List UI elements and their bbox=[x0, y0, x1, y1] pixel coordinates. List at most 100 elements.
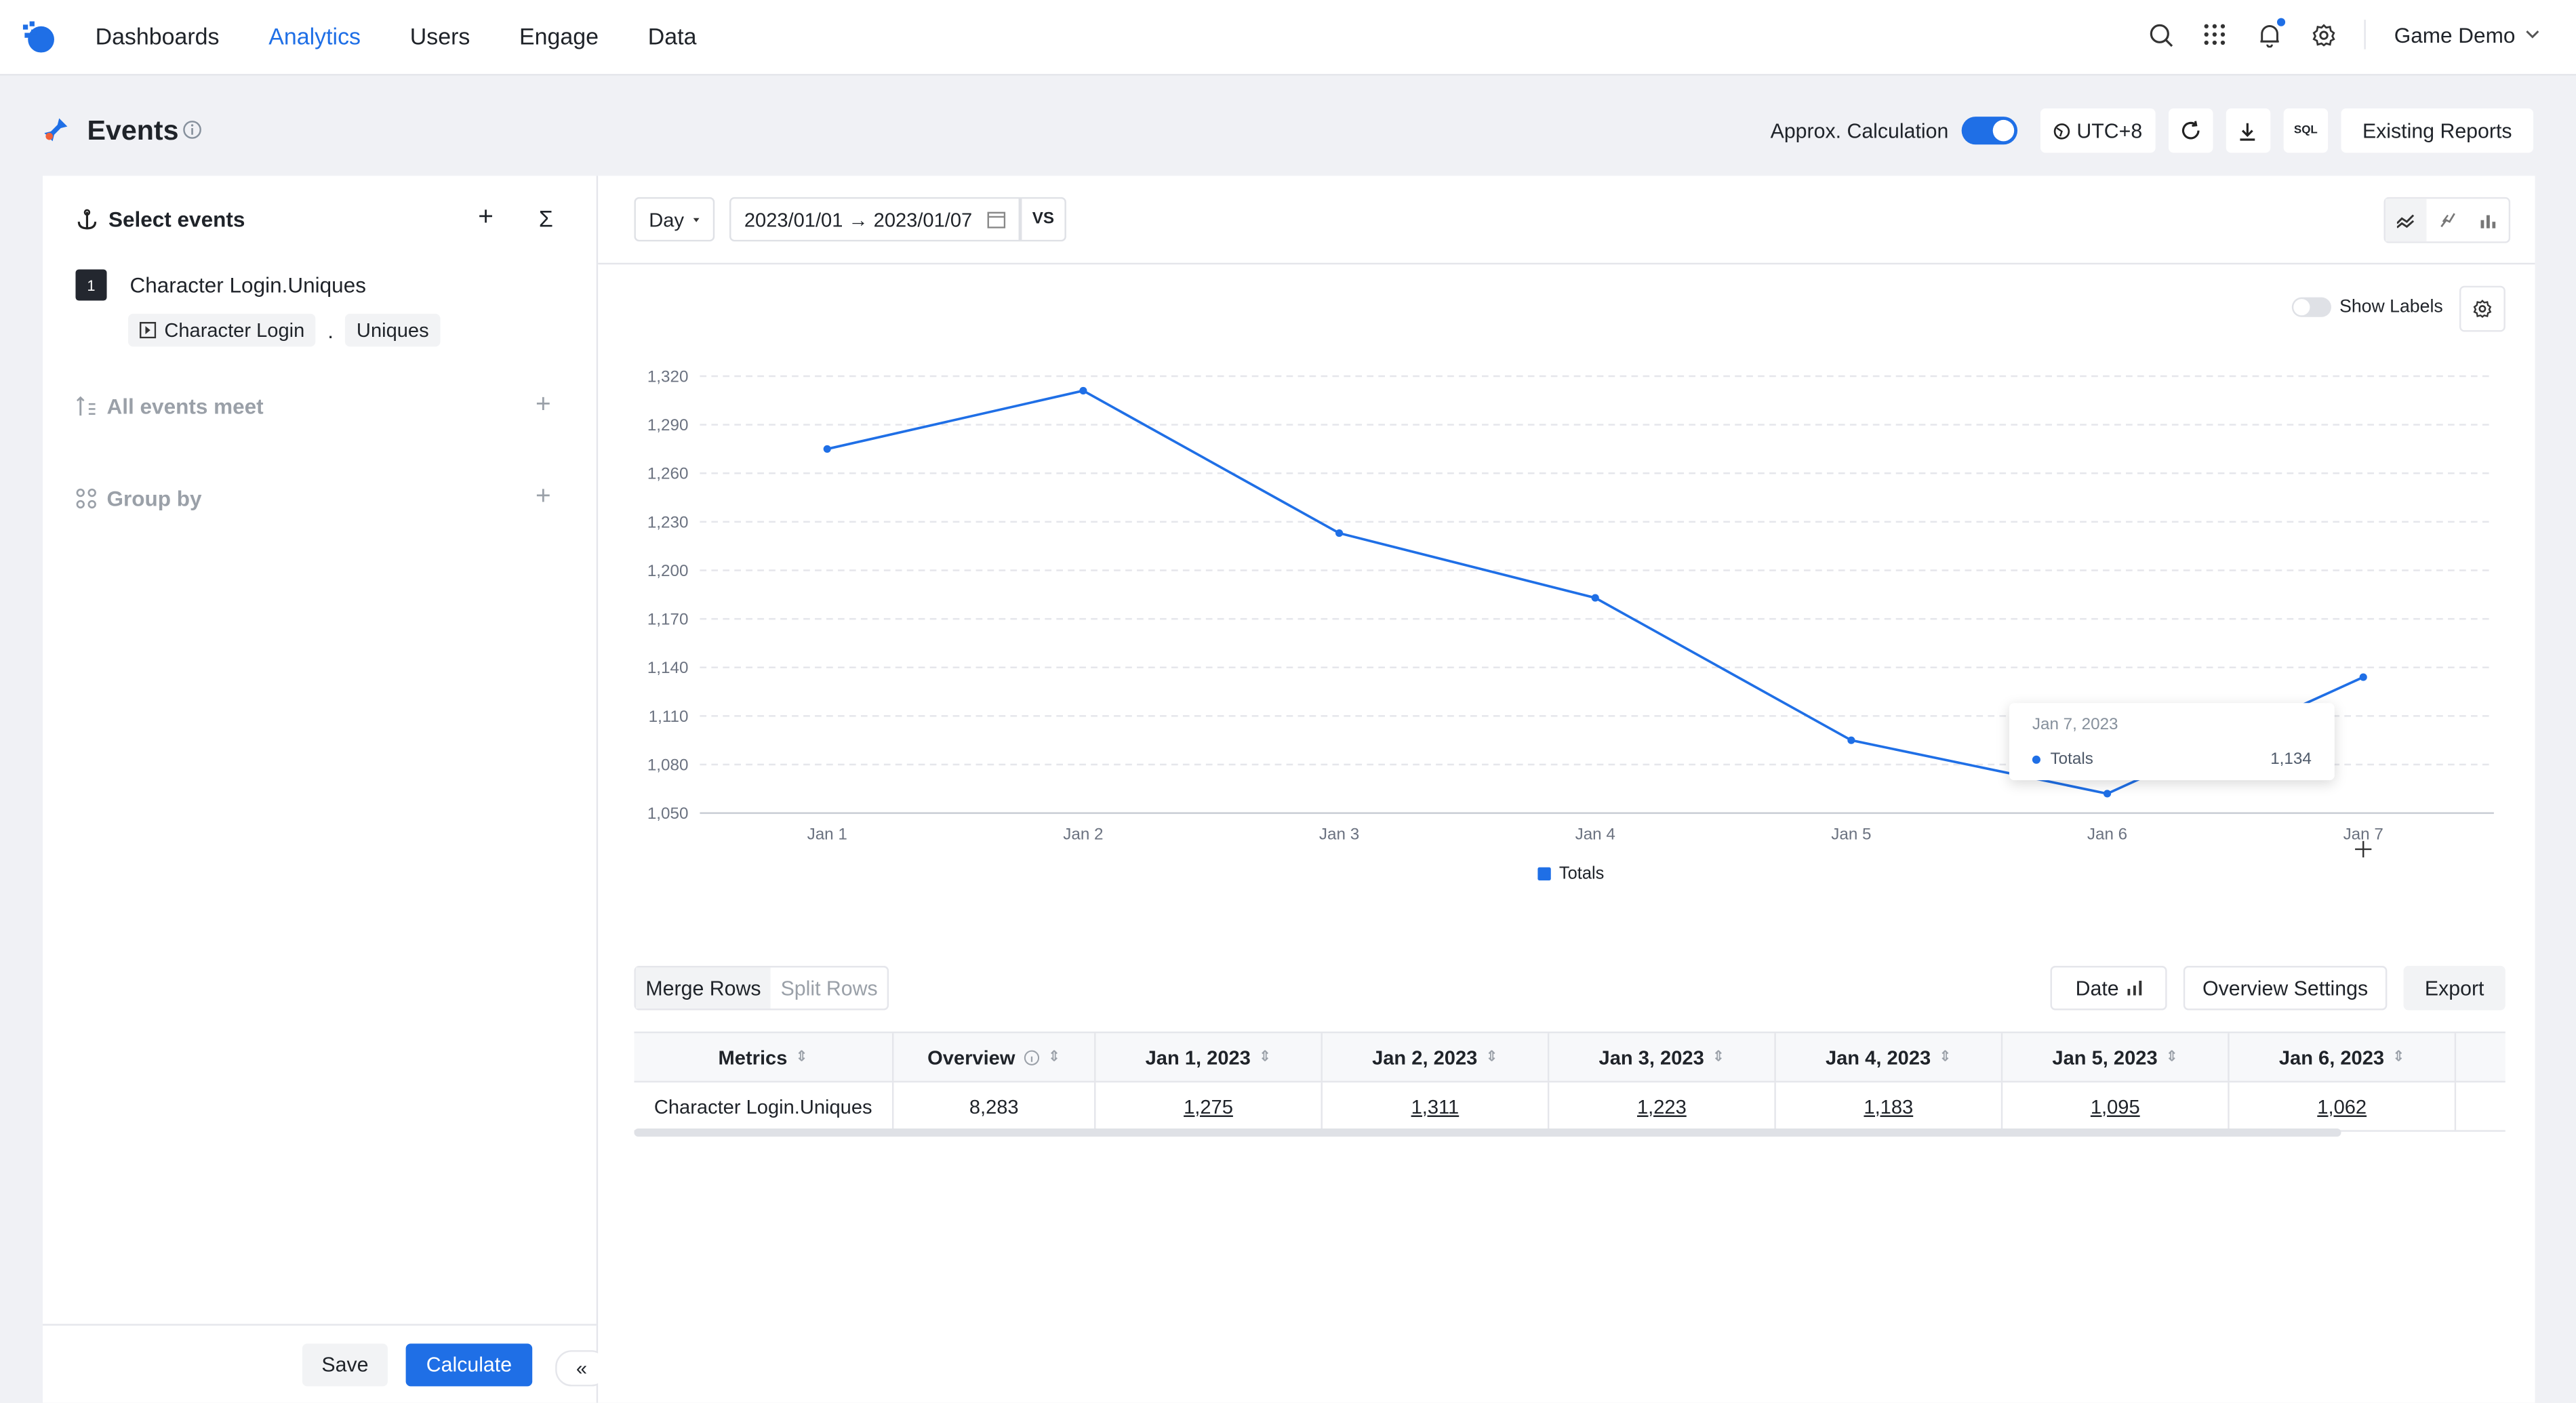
value-cell[interactable]: 1,062 bbox=[2228, 1082, 2454, 1131]
page-title: Events bbox=[87, 115, 179, 146]
event-config: Character Login . Uniques bbox=[128, 313, 441, 347]
x-tick-label: Jan 2 bbox=[1063, 825, 1103, 843]
line-chart-icon[interactable] bbox=[2385, 199, 2427, 242]
download-button[interactable] bbox=[2226, 108, 2271, 153]
apps-grid-icon[interactable] bbox=[2202, 22, 2228, 48]
existing-reports-button[interactable]: Existing Reports bbox=[2341, 108, 2534, 153]
metric-chip[interactable]: Uniques bbox=[344, 313, 441, 347]
metric-chip-label: Uniques bbox=[356, 319, 429, 342]
value-cell[interactable]: 1,095 bbox=[2000, 1082, 2228, 1131]
chart-tooltip: Jan 7, 2023 Totals 1,134 bbox=[2009, 703, 2335, 781]
panel-footer: Save Calculate « bbox=[43, 1324, 608, 1402]
timezone-label: UTC+8 bbox=[2076, 119, 2143, 142]
y-tick-label: 1,290 bbox=[647, 416, 689, 434]
overview-settings-button[interactable]: Overview Settings bbox=[2183, 966, 2388, 1011]
x-tick-label: Jan 5 bbox=[1831, 825, 1871, 843]
info-icon[interactable] bbox=[182, 120, 202, 140]
bar-chart-icon[interactable] bbox=[2468, 199, 2509, 241]
y-tick-label: 1,200 bbox=[647, 562, 689, 580]
nav-engage[interactable]: Engage bbox=[519, 22, 599, 49]
nav-analytics[interactable]: Analytics bbox=[268, 22, 361, 49]
show-labels-label: Show Labels bbox=[2339, 297, 2443, 317]
value-cell[interactable]: 1,223 bbox=[1547, 1082, 1774, 1131]
table-row: Character Login.Uniques 8,283 1,275 1,31… bbox=[634, 1082, 2505, 1132]
chart-type-switcher bbox=[2383, 197, 2511, 243]
date-range-value: 2023/01/01 → 2023/01/07 bbox=[744, 207, 973, 231]
legend-swatch bbox=[1537, 867, 1551, 880]
event-chip-label: Character Login bbox=[164, 319, 305, 342]
event-chip[interactable]: Character Login bbox=[128, 313, 317, 347]
granularity-value: Day bbox=[649, 207, 685, 231]
chart-settings-icon[interactable] bbox=[2459, 285, 2505, 332]
app-logo[interactable] bbox=[20, 20, 56, 56]
y-tick-label: 1,140 bbox=[647, 659, 689, 677]
header-date[interactable]: Jan 6, 2023 ⇕ bbox=[2228, 1033, 2454, 1081]
add-group-by-icon[interactable]: + bbox=[536, 483, 551, 511]
value-cell[interactable]: 1,183 bbox=[1774, 1082, 2000, 1131]
granularity-select[interactable]: Day bbox=[634, 197, 715, 242]
header-date[interactable]: Jan 4, 2023 ⇕ bbox=[1774, 1033, 2000, 1081]
export-button[interactable]: Export bbox=[2403, 966, 2505, 1011]
date-sort-button[interactable]: Date bbox=[2050, 966, 2167, 1011]
nav-data[interactable]: Data bbox=[647, 22, 697, 49]
select-events-section: Select events bbox=[75, 207, 245, 232]
notification-badge bbox=[2277, 18, 2286, 26]
table-horizontal-scrollbar[interactable] bbox=[634, 1128, 2341, 1137]
data-point bbox=[2359, 673, 2367, 681]
filter-section: All events meet bbox=[75, 394, 264, 419]
calculate-button[interactable]: Calculate bbox=[405, 1343, 533, 1387]
save-button[interactable]: Save bbox=[302, 1343, 388, 1387]
divider bbox=[2364, 20, 2367, 49]
y-tick-label: 1,110 bbox=[649, 708, 689, 726]
settings-gear-icon[interactable] bbox=[2310, 22, 2337, 48]
date-range-picker[interactable]: 2023/01/01 → 2023/01/07 bbox=[729, 197, 1020, 242]
nav-users[interactable]: Users bbox=[409, 22, 470, 49]
area-chart-icon[interactable] bbox=[2427, 199, 2468, 241]
project-switcher[interactable]: Game Demo bbox=[2394, 22, 2540, 47]
existing-reports-label: Existing Reports bbox=[2362, 119, 2512, 142]
header-overview[interactable]: Overview ⇕ bbox=[891, 1033, 1094, 1081]
project-name: Game Demo bbox=[2394, 22, 2516, 47]
approx-calculation-label: Approx. Calculation bbox=[1770, 119, 1949, 142]
calendar-icon bbox=[987, 211, 1006, 228]
notification-bell-icon[interactable] bbox=[2256, 18, 2286, 48]
nav-dashboards[interactable]: Dashboards bbox=[95, 22, 220, 49]
search-icon[interactable] bbox=[2148, 22, 2174, 48]
x-tick-label: Jan 6 bbox=[2087, 825, 2127, 843]
tooltip-series-dot bbox=[2032, 755, 2040, 764]
query-builder-panel: Select events + Σ 1 Character Login.Uniq… bbox=[43, 176, 608, 1403]
filter-sort-icon bbox=[76, 396, 96, 416]
header-date[interactable]: Jan 5, 2023 ⇕ bbox=[2000, 1033, 2228, 1081]
value-cell[interactable]: 1,275 bbox=[1094, 1082, 1321, 1131]
show-labels-toggle[interactable] bbox=[2291, 297, 2331, 317]
header-overflow bbox=[2454, 1033, 2505, 1081]
sql-label: SQL bbox=[2293, 125, 2318, 137]
add-event-icon[interactable]: + bbox=[478, 203, 494, 232]
tooltip-value: 1,134 bbox=[2270, 750, 2312, 769]
header-date[interactable]: Jan 3, 2023 ⇕ bbox=[1547, 1033, 1774, 1081]
split-rows-tab[interactable]: Split Rows bbox=[780, 976, 878, 1000]
header-metrics[interactable]: Metrics ⇕ bbox=[718, 1045, 808, 1069]
formula-sigma-icon[interactable]: Σ bbox=[538, 205, 553, 232]
info-icon bbox=[1024, 1049, 1039, 1065]
value-cell[interactable]: 1,311 bbox=[1321, 1082, 1547, 1131]
y-tick-label: 1,230 bbox=[647, 513, 689, 531]
compare-vs-button[interactable]: VS bbox=[1020, 197, 1066, 242]
refresh-button[interactable] bbox=[2168, 108, 2213, 153]
event-row[interactable]: 1 Character Login.Uniques bbox=[75, 269, 366, 301]
header-date[interactable]: Jan 2, 2023 ⇕ bbox=[1321, 1033, 1547, 1081]
line-chart: 1,320 1,290 1,260 1,230 1,200 1,170 1,140 1,110… bbox=[647, 367, 2494, 858]
merge-rows-tab[interactable]: Merge Rows bbox=[635, 967, 771, 1009]
header-date[interactable]: Jan 1, 2023 ⇕ bbox=[1094, 1033, 1321, 1081]
report-main: Day 2023/01/01 → 2023/01/07 VS Show Labe… bbox=[598, 176, 2535, 1403]
add-filter-icon[interactable]: + bbox=[536, 390, 551, 419]
chart-legend[interactable]: Totals bbox=[1537, 864, 1604, 884]
data-table: Metrics ⇕ Overview ⇕ Jan 1, 2023 ⇕ Jan 2, 2… bbox=[634, 1031, 2505, 1132]
sql-button[interactable]: SQL bbox=[2283, 108, 2329, 153]
group-by-section: Group by bbox=[75, 486, 202, 511]
timezone-button[interactable]: UTC+8 bbox=[2040, 108, 2156, 153]
data-point bbox=[1847, 736, 1855, 744]
date-sort-label: Date bbox=[2075, 976, 2119, 1000]
approx-calculation-toggle[interactable] bbox=[1961, 117, 2018, 145]
anchor-icon bbox=[77, 208, 97, 229]
